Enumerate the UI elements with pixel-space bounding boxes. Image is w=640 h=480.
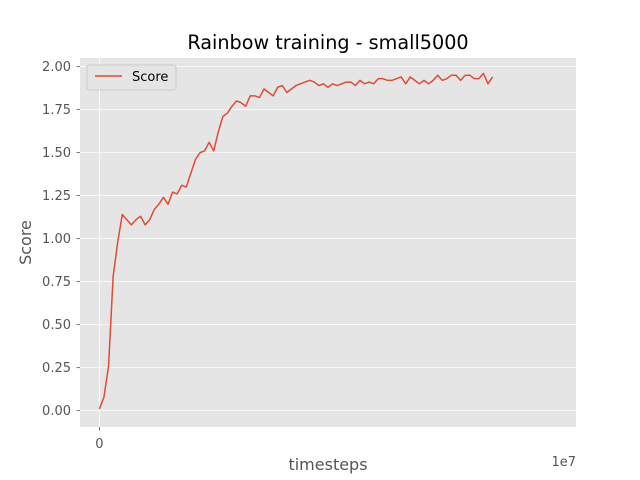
legend-box [86,64,177,91]
y-tick-label: 1.75 [42,103,71,118]
y-tick-label: 1.00 [42,232,71,247]
y-axis-ticks: 0.00 0.25 0.50 0.75 1.00 1.25 1.50 1.75 2.00 [42,60,80,419]
x-tick-label: 0 [95,437,103,452]
x-axis-ticks: 0 [95,427,104,452]
y-tick-label: 1.25 [42,189,71,204]
x-axis-offset-text: 1e7 [551,455,576,470]
x-axis-label: timesteps [288,455,367,474]
y-tick-label: 0.75 [42,275,71,290]
legend: Score [86,64,177,91]
y-tick-label: 1.50 [42,146,71,161]
y-tick-label: 0.50 [42,318,71,333]
y-tick-label: 0.25 [42,361,71,376]
y-axis-label: Score [16,220,35,265]
axes-background [80,58,576,427]
legend-label: Score [132,70,168,85]
chart-title: Rainbow training - small5000 [187,31,468,54]
series-line-score [98,72,494,410]
series-lines [98,72,494,410]
y-tick-label: 2.00 [42,60,71,75]
y-tick-label: 0.00 [42,404,71,419]
